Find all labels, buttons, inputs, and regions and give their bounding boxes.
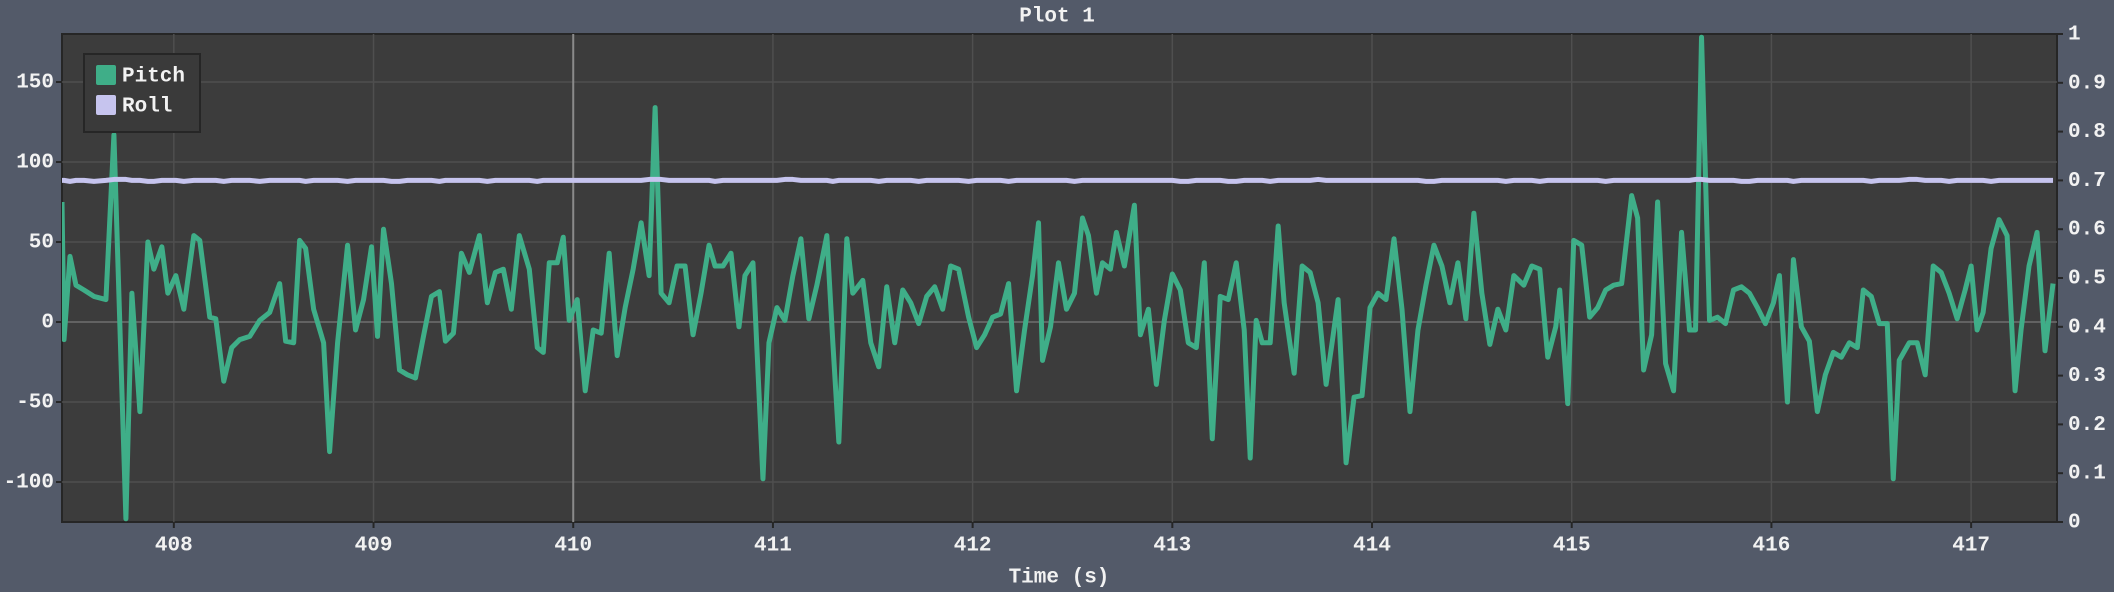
x-tick-label: 412 xyxy=(954,535,992,558)
legend: Pitch Roll xyxy=(83,53,201,133)
legend-swatch xyxy=(96,95,116,115)
x-tick-label: 411 xyxy=(754,535,792,558)
y2-tick-label: 0.9 xyxy=(2068,72,2106,95)
y2-tick-label: 0.4 xyxy=(2068,316,2106,339)
x-tick-label: 408 xyxy=(155,535,193,558)
y-tick-label: 50 xyxy=(29,232,54,255)
y2-tick-label: 0.7 xyxy=(2068,170,2106,193)
lines xyxy=(62,34,2056,522)
legend-label: Roll xyxy=(122,96,172,119)
y2-tick-label: 0.6 xyxy=(2068,219,2106,242)
series-line xyxy=(62,34,2056,522)
x-tick-label: 415 xyxy=(1553,535,1591,558)
y2-tick-label: 0.1 xyxy=(2068,463,2106,486)
y-tick-label: -50 xyxy=(16,392,54,415)
y-tick-label: -100 xyxy=(4,472,54,495)
x-tick-label: 413 xyxy=(1153,535,1191,558)
y-tick-label: 100 xyxy=(16,152,54,175)
x-tick-label: 409 xyxy=(355,535,393,558)
y2-tick-label: 0.5 xyxy=(2068,268,2106,291)
y2-tick-label: 0.3 xyxy=(2068,365,2106,388)
x-tick-label: 416 xyxy=(1753,535,1791,558)
y2-tick-label: 0 xyxy=(2068,512,2081,535)
chart-title: Plot 1 xyxy=(1019,6,1095,29)
y-tick-label: 0 xyxy=(41,312,54,335)
legend-label: Pitch xyxy=(122,66,185,89)
x-tick-label: 417 xyxy=(1952,535,1990,558)
y-tick-label: 150 xyxy=(16,72,54,95)
legend-swatch xyxy=(96,65,116,85)
x-tick-label: 414 xyxy=(1353,535,1391,558)
x-tick-label: 410 xyxy=(554,535,592,558)
y2-tick-label: 1 xyxy=(2068,24,2081,47)
y2-tick-label: 0.2 xyxy=(2068,414,2106,437)
x-axis-label: Time (s) xyxy=(1009,567,1110,590)
y2-tick-label: 0.8 xyxy=(2068,121,2106,144)
series-line xyxy=(62,176,2054,184)
